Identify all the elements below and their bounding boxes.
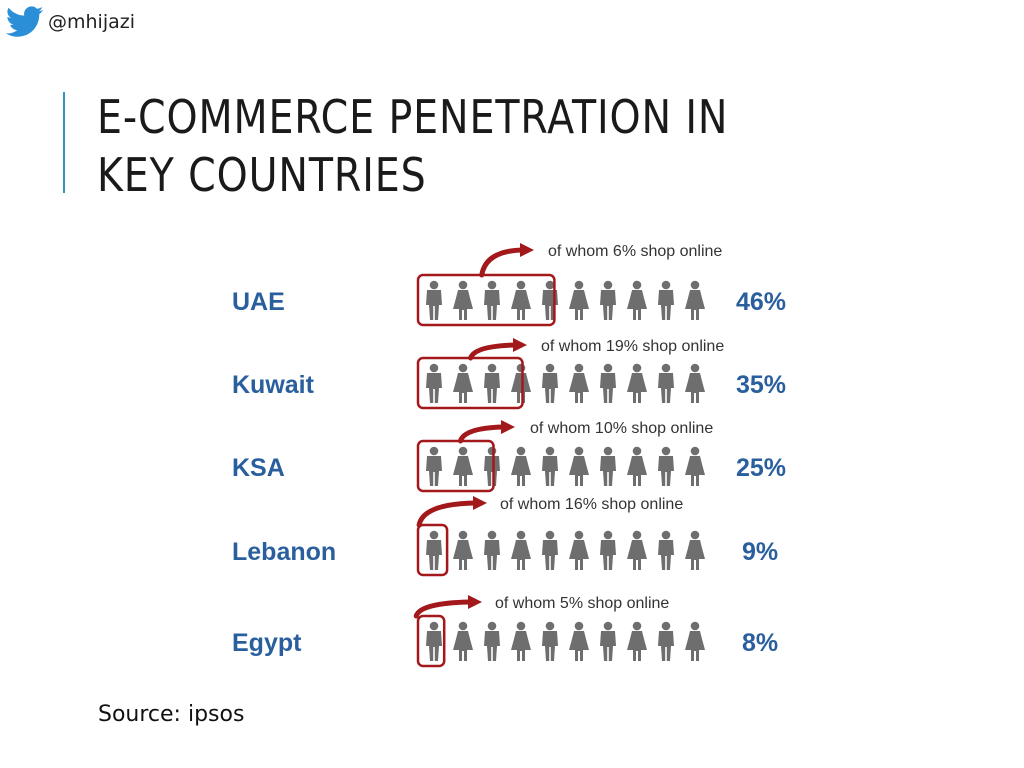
penetration-value-egypt: 8% <box>742 629 778 657</box>
person-icon <box>453 621 473 661</box>
person-icon <box>542 363 558 403</box>
person-icon <box>685 621 705 661</box>
person-icon <box>627 446 647 486</box>
person-icon <box>511 621 531 661</box>
shop-online-annotation: of whom 19% shop online <box>541 338 724 355</box>
person-icon <box>484 530 500 570</box>
slide-title: E-COMMERCE PENETRATION IN KEY COUNTRIES <box>97 90 729 202</box>
penetration-value-ksa: 25% <box>736 454 786 482</box>
shop-online-annotation: of whom 10% shop online <box>530 420 713 437</box>
person-icon <box>453 446 473 486</box>
person-icon <box>658 363 674 403</box>
curved-arrow-icon <box>416 496 487 528</box>
shop-online-annotation: of whom 16% shop online <box>500 496 683 513</box>
curved-arrow-icon <box>479 243 534 278</box>
penetration-highlight-box <box>416 614 446 668</box>
person-icon <box>658 280 674 320</box>
person-icon <box>426 621 442 661</box>
penetration-value-kuwait: 35% <box>736 371 786 399</box>
person-icon <box>511 530 531 570</box>
person-icon <box>426 363 442 403</box>
person-icon <box>600 363 616 403</box>
penetration-highlight-box <box>416 523 449 577</box>
person-icon <box>685 280 705 320</box>
curved-arrow-icon <box>468 338 527 361</box>
person-icon <box>600 446 616 486</box>
shop-online-annotation: of whom 6% shop online <box>548 243 722 260</box>
person-icon <box>542 446 558 486</box>
penetration-value-uae: 46% <box>736 288 786 316</box>
curved-arrow-icon <box>457 420 515 444</box>
person-icon <box>685 530 705 570</box>
twitter-handle[interactable]: @mhijazi <box>6 5 135 39</box>
person-icon <box>658 446 674 486</box>
title-accent-bar <box>63 92 65 193</box>
penetration-highlight-box <box>416 439 495 493</box>
person-icon <box>511 280 531 320</box>
person-icon <box>627 363 647 403</box>
person-icon <box>484 446 500 486</box>
person-icon <box>658 530 674 570</box>
person-icon <box>685 363 705 403</box>
person-icon <box>569 530 589 570</box>
person-icon <box>627 621 647 661</box>
person-icon <box>600 621 616 661</box>
country-label-uae: UAE <box>232 288 285 316</box>
person-icon <box>453 530 473 570</box>
person-icon <box>484 363 500 403</box>
person-icon <box>511 363 531 403</box>
twitter-bird-icon <box>6 6 44 37</box>
person-icon <box>600 280 616 320</box>
curved-arrow-icon <box>413 595 482 619</box>
person-icon <box>426 280 442 320</box>
person-icon <box>658 621 674 661</box>
person-icon <box>511 446 531 486</box>
source-note: Source: ipsos <box>98 702 245 727</box>
person-icon <box>542 621 558 661</box>
person-icon <box>484 621 500 661</box>
person-icon <box>426 446 442 486</box>
person-icon <box>685 446 705 486</box>
penetration-highlight-box <box>416 273 556 327</box>
person-icon <box>453 280 473 320</box>
country-label-egypt: Egypt <box>232 629 302 657</box>
person-icon <box>569 621 589 661</box>
person-icon <box>569 280 589 320</box>
country-label-lebanon: Lebanon <box>232 538 336 566</box>
country-label-kuwait: Kuwait <box>232 371 315 399</box>
person-icon <box>453 363 473 403</box>
person-icon <box>627 280 647 320</box>
person-icon <box>426 530 442 570</box>
penetration-value-lebanon: 9% <box>742 538 778 566</box>
twitter-handle-text: @mhijazi <box>48 11 136 33</box>
person-icon <box>542 530 558 570</box>
person-icon <box>484 280 500 320</box>
shop-online-annotation: of whom 5% shop online <box>495 595 669 612</box>
country-label-ksa: KSA <box>232 454 285 482</box>
person-icon <box>569 446 589 486</box>
person-icon <box>627 530 647 570</box>
person-icon <box>569 363 589 403</box>
person-icon <box>600 530 616 570</box>
